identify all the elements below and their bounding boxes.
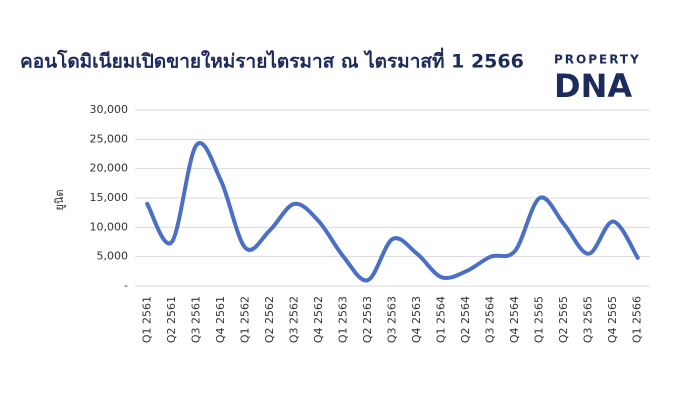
x-tick-label: Q2 2565 — [557, 296, 570, 343]
x-tick-label: Q4 2565 — [606, 296, 619, 343]
y-tick-label: 20,000 — [90, 162, 129, 175]
x-tick-label: Q1 2565 — [533, 296, 546, 343]
y-tick-label: 5,000 — [97, 250, 129, 263]
x-tick-label: Q3 2561 — [189, 296, 202, 343]
x-tick-label: Q2 2562 — [263, 296, 276, 343]
logo-bottom: DNA — [554, 67, 632, 105]
x-tick-label: Q2 2563 — [361, 296, 374, 343]
x-tick-label: Q1 2564 — [435, 296, 448, 343]
x-tick-label: Q3 2563 — [386, 296, 399, 343]
x-tick-label: Q1 2566 — [631, 296, 644, 343]
x-tick-label: Q4 2563 — [410, 296, 423, 343]
line-series — [145, 141, 640, 283]
y-tick-label: 25,000 — [90, 132, 129, 145]
x-tick-label: Q4 2562 — [312, 296, 325, 343]
chart-title: คอนโดมิเนียมเปิดขายใหม่รายไตรมาส ณ ไตรมา… — [20, 48, 524, 73]
y-tick-label: - — [124, 279, 128, 292]
x-tick-label: Q4 2561 — [214, 296, 227, 343]
y-tick-label: 15,000 — [90, 191, 129, 204]
y-axis-label: ยูนิต — [53, 189, 66, 210]
x-tick-label: Q2 2561 — [165, 296, 178, 343]
logo-top: PROPERTY — [554, 53, 641, 67]
x-tick-label: Q4 2564 — [508, 296, 521, 343]
x-tick-label: Q3 2562 — [287, 296, 300, 343]
y-tick-label: 30,000 — [90, 103, 129, 116]
x-tick-label: Q3 2564 — [484, 296, 497, 343]
x-tick-label: Q3 2565 — [582, 296, 595, 343]
x-tick-label: Q1 2563 — [336, 296, 349, 343]
y-tick-label: 10,000 — [90, 220, 129, 233]
x-tick-label: Q1 2561 — [140, 296, 153, 343]
x-tick-label: Q1 2562 — [238, 296, 251, 343]
x-tick-label: Q2 2564 — [459, 296, 472, 343]
